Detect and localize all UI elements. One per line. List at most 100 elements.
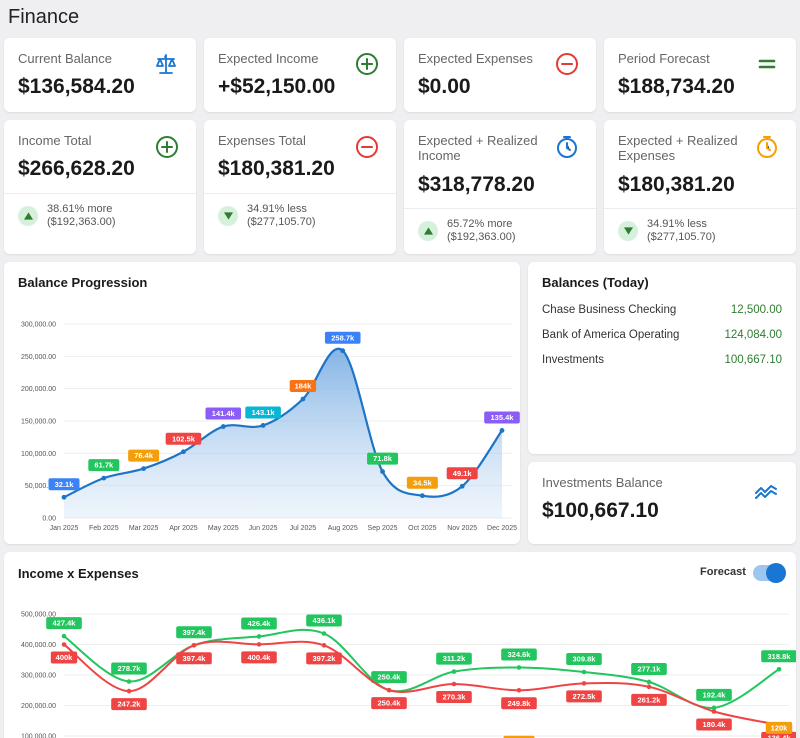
y-tick-label: 150,000.00 [21,419,56,426]
data-point [386,687,392,693]
x-tick-label: Mar 2025 [129,525,159,532]
income-label: 311.2k [443,654,466,663]
y-tick-label: 300,000.00 [21,673,56,680]
income-label: 250.4k [378,673,402,682]
expense-label: 400k [56,653,74,662]
trend-up-badge [18,206,38,226]
stat-label: Expected Income [218,51,319,66]
data-label: 102.5k [172,434,196,443]
y-tick-label: 200,000.00 [21,386,56,393]
data-point [191,642,197,648]
clock-icon [557,136,577,158]
data-point [380,469,385,474]
income-expenses-card: Income x Expenses Forecast 100,000.00 200… [4,552,796,738]
data-label: 61.7k [94,461,114,470]
divider [404,208,596,209]
stat-label: Period Forecast [618,51,710,66]
trend-percent: 38.61% more [47,203,113,215]
stat-value: $180,381.20 [218,157,335,180]
forecast-label: Forecast [700,566,746,578]
income-label: 427.4k [53,619,77,628]
arrow-down-icon [623,227,633,235]
stat-card-expected-realized-income: Expected + Realized Income $318,778.20 6… [404,120,596,254]
income-line [63,628,780,709]
balance-progression-card: Balance Progression 0.00 50,000.00 100,000… [4,262,520,544]
data-point [581,669,587,675]
expense-label: 249.8k [508,699,532,708]
data-label: 49.1k [453,469,473,478]
page-title: Finance [8,6,80,28]
income-label: 318.8k [768,652,792,661]
y-tick-label: 250,000.00 [21,354,56,361]
x-tick-label: Dec 2025 [487,525,517,532]
chart-title: Income x Expenses [18,566,139,581]
income-label-bg [46,617,82,630]
expense-label: 261.2k [638,695,662,704]
chart-title: Balance Progression [18,275,148,290]
data-label-bg [165,432,202,445]
income-label: 397.4k [183,628,207,637]
data-point [61,642,67,647]
stat-card-period-forecast: Period Forecast $188,734.20 [604,38,796,112]
income-label-bg [111,662,147,675]
expense-label: 180.4k [703,720,727,729]
income-label: 192.4k [703,690,727,699]
expense-label: 397.2k [313,654,337,663]
toggle-knob[interactable] [766,563,786,583]
arrow-down-icon [223,212,233,220]
trend-text: 34.91% less ($277,105.70) [247,203,316,229]
x-tick-label: Aug 2025 [328,525,358,532]
x-tick-label: May 2025 [208,525,239,532]
data-label: 34.5k [413,478,433,487]
trend-text: 34.91% less ($277,105.70) [647,218,716,244]
data-point [256,634,262,639]
stat-label: Current Balance [18,51,112,66]
x-tick-label: Sep 2025 [368,525,398,532]
stat-card-expected-realized-expenses: Expected + Realized Expenses $180,381.20… [604,120,796,254]
y-tick-label: 200,000.00 [21,703,56,710]
data-point [711,709,717,714]
data-label: 141.4k [212,409,236,418]
stat-label: Expected + Realized Expenses [618,133,738,163]
x-tick-label: Jan 2025 [50,525,79,532]
stat-value: $318,778.20 [418,173,535,196]
y-tick-label: 0.00 [42,516,56,523]
forecast-toggle[interactable] [753,563,786,583]
account-balance: 12,500.00 [730,304,782,316]
stat-value: $188,734.20 [618,75,735,98]
trend-text: 65.72% more ($192,363.00) [447,218,516,244]
income-label: 426.4k [248,619,272,628]
trend-down-badge [618,221,638,241]
expense-label: 270.3k [443,693,467,702]
x-tick-label: Feb 2025 [89,525,119,532]
data-label: 71.8k [373,454,393,463]
data-label-bg [88,459,120,472]
stat-card-income-total: Income Total $266,628.20 38.61% more ($1… [4,120,196,254]
data-point [451,669,457,674]
data-point [451,681,457,687]
forecast-label-bg [765,721,793,734]
expense-label-bg [696,718,732,731]
stat-value: $180,381.20 [618,173,735,196]
data-point [340,348,346,354]
minus-circle-icon [556,53,578,75]
equals-icon [758,59,776,69]
data-point [101,475,107,481]
plus-circle-icon [356,53,378,75]
balances-today-card: Balances (Today) Chase Business Checking… [528,262,796,454]
scale-icon [156,54,176,74]
data-label: 143.1k [252,408,276,417]
balances-title: Balances (Today) [542,275,649,290]
trend: 34.91% less ($277,105.70) [618,218,716,244]
income-label: 278.7k [118,664,142,673]
income-label-bg [761,650,796,663]
stat-value: $0.00 [418,75,471,98]
balance-row: Bank of America Operating 124,084.00 [542,329,782,341]
balance-area [64,348,502,518]
expense-label-bg [566,690,602,703]
stat-label: Income Total [18,133,92,148]
data-label-bg [245,406,281,419]
x-tick-label: Oct 2025 [408,525,437,532]
data-point [516,665,522,670]
data-label-bg [205,407,242,420]
